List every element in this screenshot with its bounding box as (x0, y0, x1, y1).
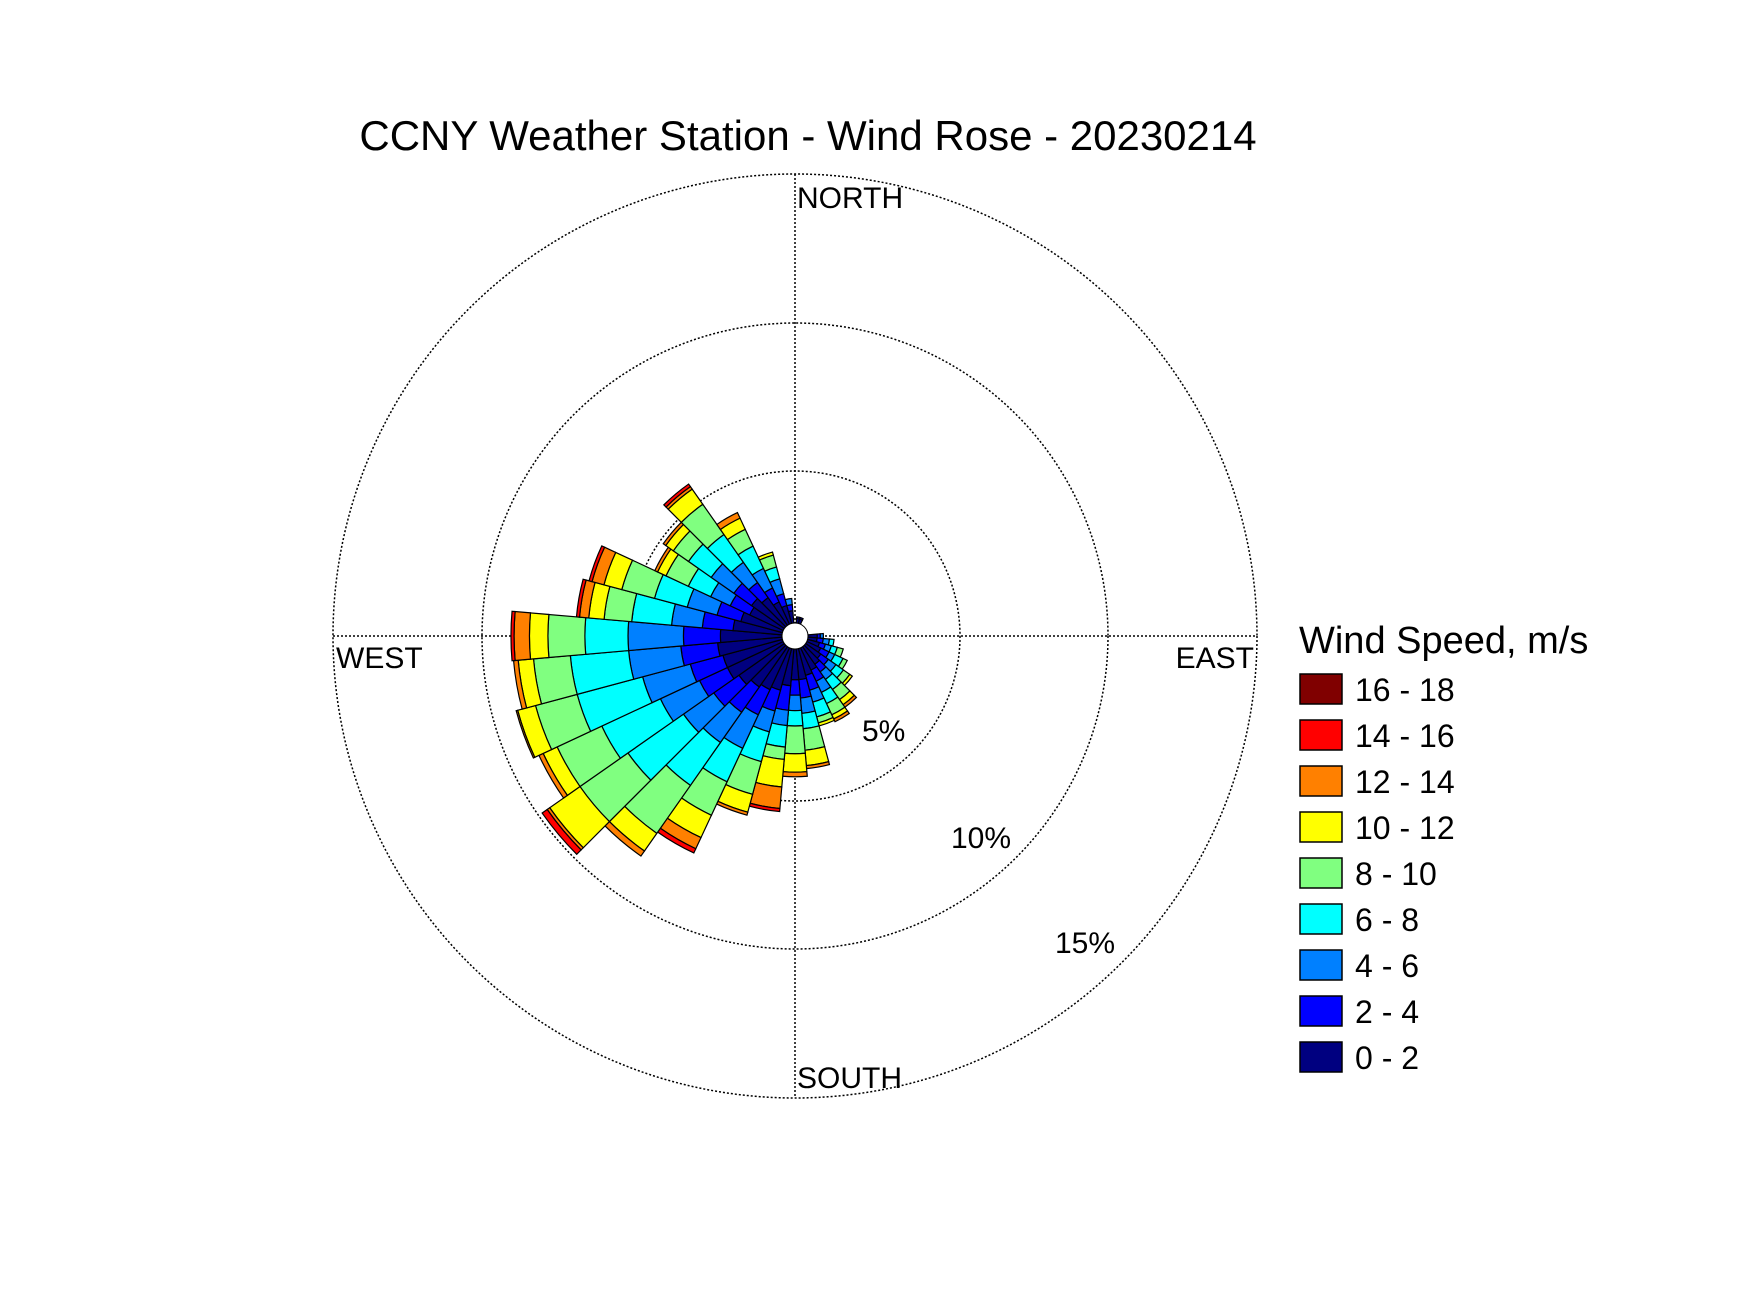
sector-270-bin-7 (510, 610, 516, 662)
wind-sectors (510, 483, 858, 857)
sector-280-bin-7 (575, 578, 587, 618)
calm-center (781, 622, 809, 650)
legend-label: 6 - 8 (1355, 902, 1419, 938)
radial-tick-15: 15% (1055, 927, 1115, 960)
legend: 16 - 18 14 - 16 12 - 14 10 - 12 8 - 10 6 - 8 4… (1299, 672, 1455, 1076)
direction-label-west: WEST (336, 642, 423, 675)
sector-170-bin-4 (802, 725, 826, 751)
sector-180-bin-3 (786, 709, 804, 727)
sector-150-bin-6 (832, 710, 851, 723)
legend-swatch (1299, 995, 1343, 1027)
sector-20-bin-1 (798, 616, 804, 621)
chart-title: CCNY Weather Station - Wind Rose - 20230… (359, 112, 1256, 159)
legend-title: Wind Speed, m/s (1299, 620, 1588, 662)
sector-250-bin-6 (515, 709, 536, 759)
legend-swatch (1299, 811, 1343, 843)
legend-label: 8 - 10 (1355, 856, 1437, 892)
sector-340-bin-5 (757, 551, 775, 561)
legend-swatch (1299, 719, 1343, 751)
legend-swatch (1299, 1041, 1343, 1073)
sector-230-bin-7 (541, 808, 582, 856)
sector-180-bin-2 (787, 694, 803, 712)
sector-270-bin-3 (584, 617, 630, 655)
legend-swatch (1299, 765, 1343, 797)
sector-270-bin-6 (513, 610, 532, 662)
sector-330-bin-6 (716, 511, 741, 531)
radial-tick-5: 5% (862, 715, 905, 748)
grid-ring-10 (481, 322, 1109, 950)
legend-label: 10 - 12 (1355, 810, 1455, 846)
sector-320-bin-7 (663, 483, 692, 508)
legend-swatch (1299, 949, 1343, 981)
sector-180-bin-5 (782, 752, 808, 773)
legend-swatch (1299, 857, 1343, 889)
legend-label: 14 - 16 (1355, 718, 1455, 754)
sector-180-bin-4 (784, 725, 806, 755)
direction-label-east: EAST (1176, 642, 1254, 675)
sector-270-bin-5 (528, 612, 550, 660)
legend-label: 0 - 2 (1355, 1040, 1419, 1076)
legend-label: 2 - 4 (1355, 994, 1419, 1030)
legend-swatch (1299, 673, 1343, 705)
sector-180-bin-6 (782, 771, 808, 778)
legend-label: 16 - 18 (1355, 672, 1455, 708)
legend-swatch (1299, 903, 1343, 935)
sector-350-bin-2 (784, 597, 793, 607)
direction-label-north: NORTH (797, 182, 903, 215)
legend-label: 12 - 14 (1355, 764, 1455, 800)
sector-270-bin-4 (547, 613, 587, 659)
legend-label: 4 - 6 (1355, 948, 1419, 984)
direction-label-south: SOUTH (797, 1062, 902, 1095)
sector-290-bin-7 (588, 545, 606, 583)
radial-tick-10: 10% (951, 822, 1011, 855)
